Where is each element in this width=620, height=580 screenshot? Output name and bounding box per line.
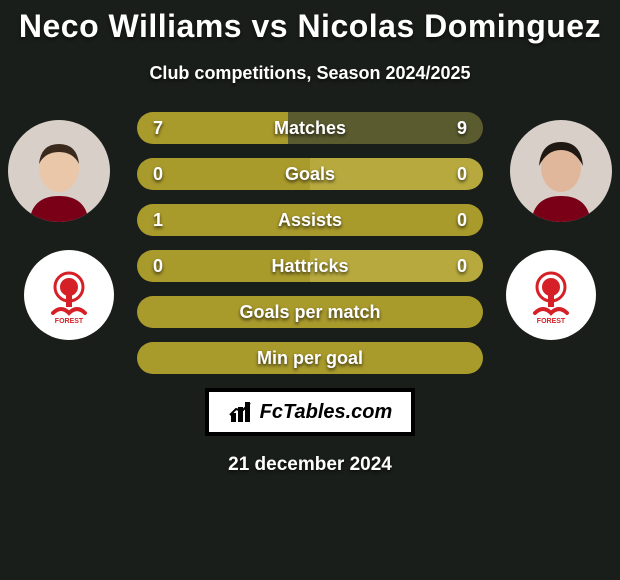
stat-row: Min per goal [137, 342, 483, 374]
stat-row: Goals per match [137, 296, 483, 328]
player-right-avatar [510, 120, 612, 222]
subtitle: Club competitions, Season 2024/2025 [0, 63, 620, 84]
club-badge-right: FOREST [506, 250, 596, 340]
forest-crest-icon: FOREST [521, 265, 581, 325]
comparison-panel: FOREST FOREST Matches79 Goals00 Assists10 H… [0, 112, 620, 476]
brand-badge: FcTables.com [205, 388, 415, 436]
date-text: 21 december 2024 [0, 454, 620, 476]
svg-text:FOREST: FOREST [55, 318, 84, 325]
player-left-silhouette [23, 138, 95, 222]
forest-crest-icon: FOREST [39, 265, 99, 325]
brand-text: FcTables.com [260, 401, 393, 424]
player-right-silhouette [525, 138, 597, 222]
svg-text:FOREST: FOREST [537, 318, 566, 325]
stat-row: Matches79 [137, 112, 483, 144]
page-title: Neco Williams vs Nicolas Dominguez [0, 0, 620, 45]
stat-row: Assists10 [137, 204, 483, 236]
club-badge-left: FOREST [24, 250, 114, 340]
stat-row: Hattricks00 [137, 250, 483, 282]
stat-row: Goals00 [137, 158, 483, 190]
brand-chart-icon [228, 399, 254, 425]
stat-bars: Matches79 Goals00 Assists10 Hattricks00 Goal… [137, 112, 483, 374]
player-left-avatar [8, 120, 110, 222]
